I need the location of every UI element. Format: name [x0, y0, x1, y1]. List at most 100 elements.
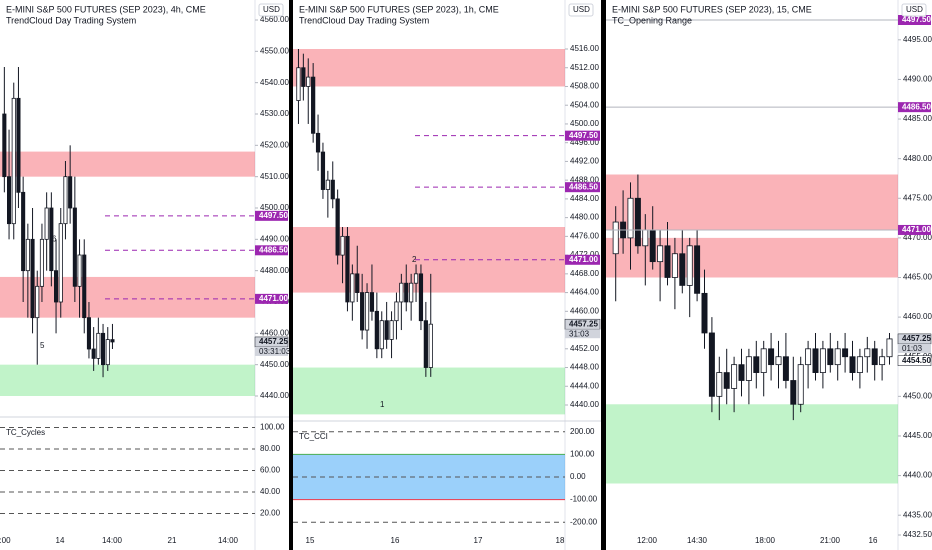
candle-body	[849, 356, 856, 373]
y-tick-label: 4516.00	[570, 44, 599, 53]
zone-label: 2	[412, 255, 417, 264]
y-tick-label: 4504.00	[570, 100, 599, 109]
y-tick-label: 4492.00	[570, 157, 599, 166]
candle-body	[716, 372, 723, 397]
candle-body	[745, 356, 752, 381]
candle-body	[355, 273, 360, 293]
candle-body	[384, 320, 389, 340]
price-tag-label: 4497.50	[902, 15, 931, 24]
y-tick-label: 4460.00	[570, 306, 599, 315]
countdown: 31:03	[569, 329, 590, 338]
y-tick-label: 4460.00	[903, 312, 932, 321]
price-tag-label: 4457.25	[902, 334, 931, 343]
y-tick-label: 4440.00	[260, 391, 289, 400]
divider	[289, 0, 293, 550]
candle-body	[686, 245, 693, 286]
price-tag-label: 4457.25	[259, 337, 288, 346]
candle-body	[842, 348, 849, 358]
y-tick-label: 4440.00	[570, 400, 599, 409]
price-tag-label: 4486.50	[569, 182, 598, 191]
y-tick-label: 4464.00	[570, 288, 599, 297]
pane-tick-label: 40.00	[260, 487, 281, 496]
candle-body	[364, 292, 370, 331]
x-tick-label: 14	[56, 536, 65, 545]
y-tick-label: 4490.00	[903, 75, 932, 84]
y-tick-label: 4480.00	[903, 154, 932, 163]
zone	[606, 174, 898, 230]
candle-body	[72, 207, 77, 287]
zone	[606, 404, 898, 484]
y-tick-label: 4450.00	[903, 391, 932, 400]
candle-body	[413, 273, 419, 284]
candle-body	[350, 273, 355, 303]
candle-body	[63, 176, 68, 225]
candle-body	[379, 320, 384, 350]
candle-body	[21, 191, 26, 272]
pane-tick-label: 80.00	[260, 444, 281, 453]
candle-body	[2, 113, 7, 178]
y-tick-label: 4512.00	[570, 63, 599, 72]
candle-body	[694, 245, 701, 294]
candle-body	[11, 97, 16, 225]
pane-tick-label: -200.00	[570, 517, 598, 526]
candle-body	[409, 282, 414, 303]
y-tick-label: 4520.00	[260, 140, 289, 149]
price-tag	[898, 224, 931, 235]
candle-body	[101, 332, 106, 366]
candle-body	[86, 317, 91, 350]
candle-body	[782, 356, 789, 381]
y-tick-label: 4500.00	[570, 119, 599, 128]
y-tick-label: 4450.00	[260, 360, 289, 369]
zone	[0, 151, 255, 177]
candle-body	[296, 67, 301, 101]
countdown-box	[898, 343, 931, 353]
y-tick-label: 4508.00	[570, 82, 599, 91]
y-tick-label: 4480.00	[570, 213, 599, 222]
candle-body	[25, 238, 30, 272]
candle-body	[315, 132, 321, 153]
price-tag-label: 4497.50	[569, 131, 598, 140]
y-tick-label: 4484.00	[570, 194, 599, 203]
y-tick-label: 4440.00	[903, 471, 932, 480]
candle-body	[49, 207, 54, 272]
x-tick-label: 16	[391, 536, 400, 545]
x-tick-label: 21	[168, 536, 177, 545]
candle-body	[306, 76, 311, 87]
zone	[0, 364, 255, 396]
y-tick-label: 4530.00	[260, 109, 289, 118]
candle-body	[68, 176, 73, 209]
pane-tick-label: 0.00	[570, 472, 586, 481]
price-tag-label: 4457.25	[569, 319, 598, 328]
y-tick-label: 4488.00	[570, 175, 599, 184]
currency: USD	[573, 5, 590, 14]
candle-body	[827, 348, 834, 366]
candle-body	[30, 238, 35, 319]
candle-body	[805, 348, 812, 366]
candle-body	[679, 253, 686, 286]
y-tick-label: 4475.00	[903, 193, 932, 202]
candle-body	[91, 348, 96, 359]
y-tick-label: 4476.00	[570, 231, 599, 240]
price-tag-label: 4497.50	[259, 211, 288, 220]
zone	[293, 367, 565, 415]
candle-body	[834, 348, 841, 366]
candle-body	[110, 339, 115, 343]
candle-body	[790, 380, 797, 405]
currency-box	[568, 3, 594, 17]
chart-subtitle: TC_Opening Range	[612, 15, 692, 25]
price-tag	[897, 355, 932, 366]
indicator-name: TC_CCI	[299, 432, 328, 441]
candle-body	[389, 320, 394, 340]
pane-tick-label: 200.00	[570, 427, 595, 436]
y-tick-label: 4460.00	[260, 328, 289, 337]
candle-body	[394, 301, 399, 322]
divider	[601, 0, 606, 550]
candle-body	[330, 179, 335, 200]
y-tick-label: 4510.00	[260, 172, 289, 181]
candle-body	[731, 364, 738, 389]
candle-body	[664, 245, 671, 278]
candle-body	[627, 197, 634, 239]
x-tick-label: 14:30	[687, 536, 708, 545]
chart-subtitle: TrendCloud Day Trading System	[299, 15, 429, 25]
